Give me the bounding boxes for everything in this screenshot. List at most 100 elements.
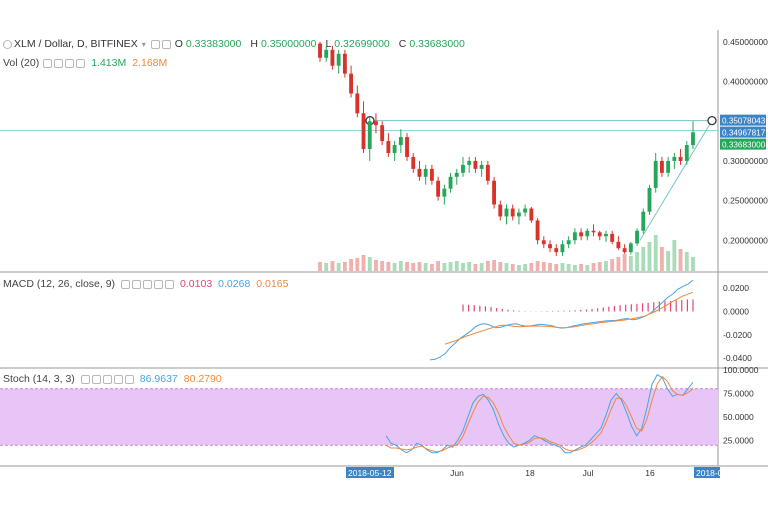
candle-body xyxy=(672,156,677,161)
symbol-title: XLM / Dollar, D, BITFINEX xyxy=(14,38,138,50)
candle-body xyxy=(473,160,478,169)
plus-icon[interactable] xyxy=(113,374,123,384)
time-tick-label: Jul xyxy=(583,468,594,478)
volume-bar xyxy=(324,263,329,271)
chevron-down-icon[interactable]: ▾ xyxy=(141,39,146,49)
price-tick-label: 0.40000000 xyxy=(723,77,768,87)
candle-body xyxy=(566,240,571,245)
close-value: 0.33683000 xyxy=(409,38,465,50)
close-icon[interactable] xyxy=(102,374,112,384)
candle-body xyxy=(517,212,521,217)
close-icon[interactable] xyxy=(65,58,75,68)
candle-body xyxy=(318,43,322,58)
settings-icon[interactable] xyxy=(91,374,101,384)
plus-icon[interactable] xyxy=(154,279,164,289)
eye-icon[interactable] xyxy=(121,279,131,289)
candle-body xyxy=(548,244,552,249)
candle-body xyxy=(349,73,354,94)
volume-bar xyxy=(386,262,391,271)
volume-bar xyxy=(467,262,472,271)
candle-body xyxy=(436,180,441,197)
candle-body xyxy=(641,211,646,231)
price-tag xyxy=(720,114,766,126)
volume-bar xyxy=(560,263,565,271)
eye-icon[interactable] xyxy=(150,39,160,49)
volume-label: Vol (20) xyxy=(3,57,40,69)
volume-bar xyxy=(361,255,366,271)
volume-bar xyxy=(616,257,621,271)
candle-body xyxy=(616,241,621,249)
candle-body xyxy=(560,244,565,253)
more-icon[interactable] xyxy=(165,279,175,289)
candle-body xyxy=(579,232,584,237)
volume-bar xyxy=(529,263,534,271)
candle-body xyxy=(467,160,472,165)
price-tag xyxy=(720,126,766,138)
volume-bar xyxy=(591,263,596,271)
volume-bar xyxy=(672,240,677,271)
more-icon[interactable] xyxy=(124,374,134,384)
eye-icon[interactable] xyxy=(80,374,90,384)
eye-icon[interactable] xyxy=(43,58,53,68)
collapse-icon[interactable] xyxy=(3,39,12,49)
candle-body xyxy=(442,188,447,197)
high-value: 0.35000000 xyxy=(260,38,317,50)
candle-body xyxy=(342,53,347,74)
volume-bar xyxy=(641,247,646,271)
macd-tick-label: 0.0000 xyxy=(723,307,749,317)
candle-body xyxy=(417,168,422,177)
close-icon[interactable] xyxy=(143,279,153,289)
volume-bar xyxy=(622,254,627,271)
candle-body xyxy=(330,49,335,66)
volume-bar xyxy=(367,257,372,271)
volume-bar xyxy=(380,261,385,271)
candle-body xyxy=(647,187,652,212)
candle-body xyxy=(585,230,590,237)
volume-value-1: 1.413M xyxy=(91,57,127,69)
volume-bar xyxy=(405,262,409,271)
volume-bar xyxy=(436,261,441,271)
candle-body xyxy=(541,240,546,245)
candle-body xyxy=(691,132,695,146)
volume-bar xyxy=(417,262,422,271)
stoch-tick-label: 100.0000 xyxy=(723,365,759,375)
macd-signal-value: 0.0165 xyxy=(256,278,289,290)
volume-bar xyxy=(504,263,509,271)
volume-bar xyxy=(659,247,664,271)
settings-icon[interactable] xyxy=(54,58,64,68)
candle-body xyxy=(523,208,528,213)
macd-hist-value: 0.0103 xyxy=(180,278,213,290)
volume-bar xyxy=(684,252,689,271)
price-tick-label: 0.25000000 xyxy=(723,196,768,206)
price-tick-label: 0.45000000 xyxy=(723,37,768,47)
volume-bar xyxy=(566,264,571,271)
price-tag xyxy=(720,138,766,150)
candle-body xyxy=(597,232,602,237)
low-value: 0.32699000 xyxy=(334,38,390,50)
stoch-d-line xyxy=(385,375,694,453)
volume-bar xyxy=(554,264,559,271)
candle-body xyxy=(324,49,329,58)
settings-icon[interactable] xyxy=(132,279,142,289)
volume-bar xyxy=(585,265,590,271)
plus-icon[interactable] xyxy=(76,58,86,68)
stoch-legend: Stoch (14, 3, 3) 86.9637 80.2790 xyxy=(3,373,222,385)
volume-bar xyxy=(535,261,540,271)
candle-body xyxy=(535,220,540,241)
candle-body xyxy=(684,145,689,161)
volume-bar xyxy=(349,259,354,271)
candle-body xyxy=(485,164,490,181)
candle-body xyxy=(604,233,608,237)
settings-icon[interactable] xyxy=(161,39,171,49)
stoch-tick-label: 75.0000 xyxy=(723,389,754,399)
macd-signal-line xyxy=(444,291,694,345)
date-tag xyxy=(346,467,394,478)
candle-body xyxy=(448,176,453,189)
volume-bar xyxy=(647,242,652,271)
candle-body xyxy=(653,160,658,188)
volume-bar xyxy=(429,264,434,271)
high-label: H xyxy=(250,38,258,50)
volume-bar xyxy=(579,264,584,271)
symbol-legend: XLM / Dollar, D, BITFINEX ▾ O 0.33383000… xyxy=(3,38,474,50)
